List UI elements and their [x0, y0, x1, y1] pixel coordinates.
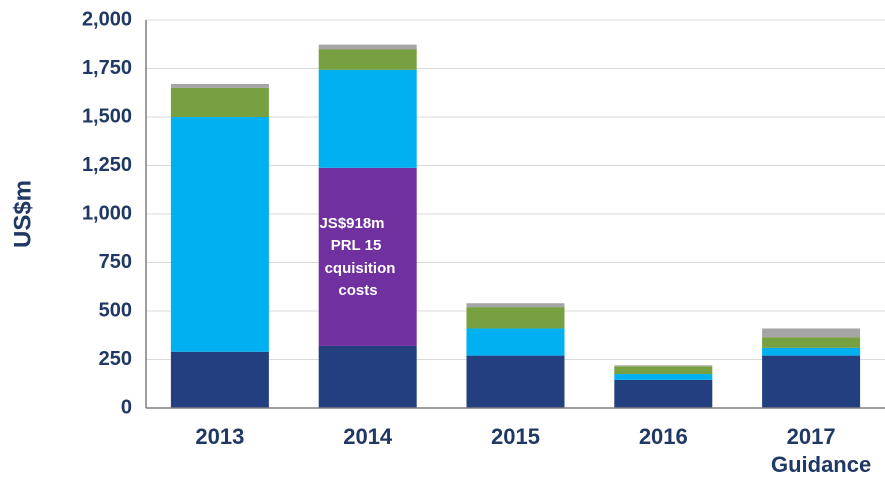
annotation: costs	[338, 282, 377, 299]
bar-segment	[318, 167, 417, 346]
bar-segment	[762, 355, 861, 408]
y-tick-label: 500	[99, 299, 132, 321]
bar-segment	[318, 69, 417, 168]
bar-segment	[762, 328, 861, 338]
bar-segment	[318, 49, 417, 70]
bar-segment	[170, 117, 269, 352]
annotation: PRL 15	[331, 237, 382, 254]
bar-segment	[614, 365, 713, 367]
y-axis-label: US$m	[9, 180, 36, 248]
bar-segment	[466, 355, 565, 408]
y-tick-label: 1,000	[82, 202, 132, 224]
annotation: cquisition	[325, 260, 396, 277]
bar-segment	[318, 44, 417, 50]
x-tick-label: 2015	[491, 424, 540, 449]
x-tick-label: 2013	[195, 424, 244, 449]
y-tick-label: 1,250	[82, 154, 132, 176]
y-tick-label: 1,750	[82, 57, 132, 79]
x-tick-label: 2017 Guidance	[771, 424, 871, 477]
bar-segment	[614, 366, 713, 375]
x-tick-label: 2014	[343, 424, 393, 449]
y-tick-label: 250	[99, 348, 132, 370]
bar-segment	[466, 303, 565, 308]
bar-segment	[762, 347, 861, 356]
bar-segment	[170, 87, 269, 117]
y-tick-label: 0	[121, 396, 132, 418]
x-tick-label: 2016	[639, 424, 688, 449]
bar-segment	[762, 337, 861, 348]
y-tick-label: 1,500	[82, 105, 132, 127]
bar-segment	[614, 374, 713, 380]
bar-segment	[170, 84, 269, 88]
annotation: JS$918m	[319, 215, 384, 232]
bar-segment	[318, 345, 417, 408]
bar-segment	[170, 351, 269, 408]
y-tick-label: 2,000	[82, 8, 132, 30]
y-tick-label: 750	[99, 251, 132, 273]
bar-segment	[466, 328, 565, 356]
bar-segment	[466, 307, 565, 329]
bar-segment	[614, 379, 713, 408]
